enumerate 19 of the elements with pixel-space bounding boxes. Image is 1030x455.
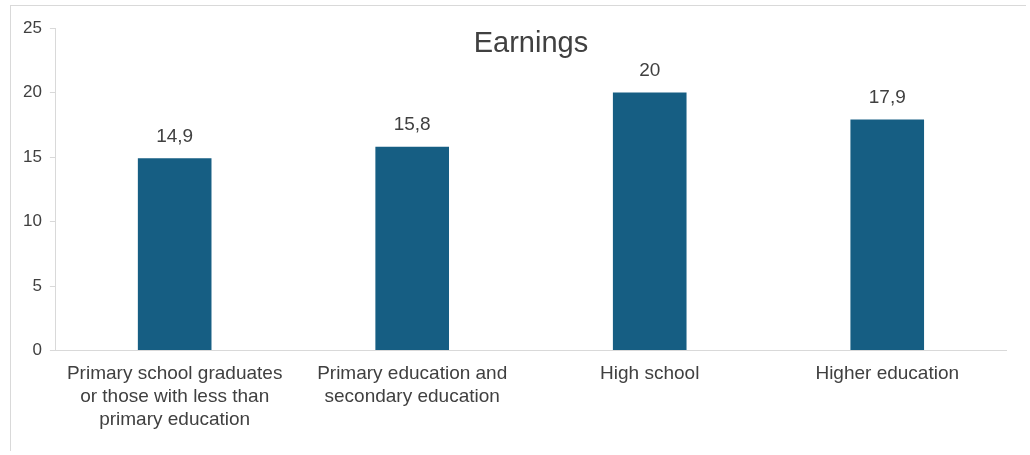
data-label: 15,8 xyxy=(393,113,431,135)
data-label: 14,9 xyxy=(156,125,194,147)
y-tick-label: 0 xyxy=(32,340,42,360)
x-tick-label: Primary school graduates or those with less than primary education xyxy=(66,362,283,429)
bar xyxy=(612,92,687,351)
y-tick-label: 5 xyxy=(32,275,42,295)
y-tick-label: 25 xyxy=(22,17,42,37)
bar xyxy=(850,119,925,351)
chart-title: Earnings xyxy=(473,26,589,58)
bar xyxy=(137,158,212,351)
x-tick-label: Higher education xyxy=(815,362,960,384)
y-tick-label: 10 xyxy=(22,211,42,231)
x-tick-label: High school xyxy=(600,362,700,384)
bar xyxy=(375,146,450,351)
data-label: 17,9 xyxy=(868,86,906,108)
y-tick-label: 15 xyxy=(22,146,42,166)
data-label: 20 xyxy=(639,59,661,81)
x-tick-label: Primary education and secondary education xyxy=(317,362,508,407)
y-tick-label: 20 xyxy=(22,82,42,102)
